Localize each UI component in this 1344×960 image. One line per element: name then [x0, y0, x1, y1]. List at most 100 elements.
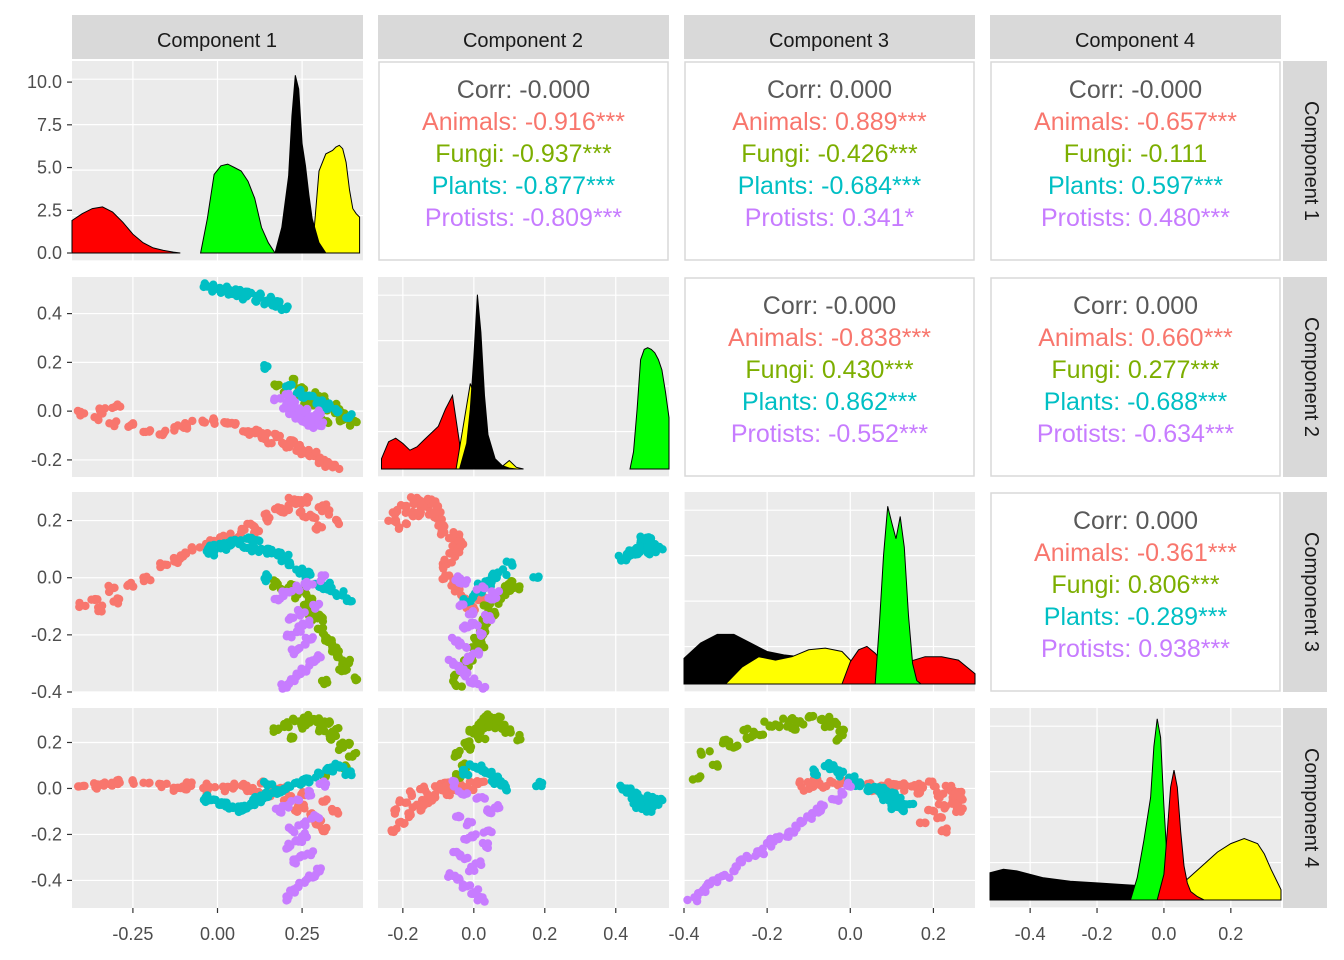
point-protists [300, 829, 309, 838]
correlation-panel-box [990, 61, 1281, 261]
panel-r1-c4: Corr: -0.000 Animals: -0.657*** Fungi: -0.… [990, 61, 1281, 261]
point-animals [803, 778, 812, 787]
x-tick-label: 0.2 [532, 924, 557, 944]
point-protists [816, 800, 826, 809]
point-animals [417, 497, 426, 506]
strip-top-background [72, 15, 363, 59]
point-animals [884, 778, 893, 787]
correlation-panel-box [684, 61, 975, 261]
x-tick-label: -0.4 [668, 924, 699, 944]
point-animals [447, 558, 456, 567]
point-protists [304, 791, 313, 800]
point-animals [124, 422, 133, 431]
point-fungi [705, 747, 714, 756]
right-strip-labels: Component 1 Component 2 Component 3 Comp… [1283, 61, 1327, 908]
x-tick-label: 0.2 [921, 924, 946, 944]
point-protists [289, 858, 298, 867]
point-protists [291, 673, 300, 682]
point-protists [314, 409, 323, 418]
corr-label-corr: Corr: -0.000 [763, 292, 896, 320]
point-protists [316, 653, 325, 662]
point-plants [281, 305, 291, 314]
point-animals [414, 508, 423, 517]
point-plants [260, 364, 270, 373]
point-animals [795, 777, 805, 786]
point-animals [76, 407, 85, 417]
point-fungi [475, 719, 485, 728]
point-protists [483, 843, 492, 853]
y-tick-label: 5.0 [37, 158, 62, 178]
point-animals [440, 555, 449, 564]
point-plants [260, 574, 269, 583]
panel-r4-c2 [378, 708, 669, 908]
point-plants [322, 765, 331, 774]
point-protists [284, 803, 293, 812]
point-animals [317, 507, 327, 516]
point-animals [124, 580, 133, 589]
point-animals [162, 560, 172, 570]
y-tick-label: 0.2 [37, 732, 62, 752]
point-fungi [474, 732, 483, 741]
panel-r3-c1 [72, 492, 363, 693]
y-tick-label: 2.5 [37, 200, 62, 220]
point-animals [200, 418, 210, 427]
y-tick-label: 0.0 [37, 401, 62, 421]
point-fungi [746, 732, 756, 742]
x-tick-label: -0.2 [387, 924, 418, 944]
point-protists [287, 403, 296, 412]
density-protists [458, 294, 517, 470]
point-animals [409, 498, 418, 507]
point-animals [402, 798, 412, 807]
point-plants [335, 761, 344, 770]
point-protists [483, 806, 492, 816]
point-plants [828, 764, 837, 773]
point-fungi [301, 721, 311, 730]
point-fungi [491, 714, 501, 723]
point-protists [461, 579, 470, 588]
point-animals [937, 813, 946, 822]
x-tick-label: 0.4 [603, 924, 628, 944]
point-fungi [758, 730, 768, 739]
correlation-panel-box [990, 277, 1281, 477]
point-animals [275, 506, 284, 515]
strip-top-background [378, 15, 669, 59]
point-plants [298, 775, 307, 785]
corr-label-protists: Protists: 0.938*** [1041, 635, 1230, 663]
point-plants [502, 557, 511, 566]
point-fungi [318, 617, 328, 626]
point-animals [99, 781, 109, 790]
point-protists [729, 866, 738, 876]
density-animals [71, 206, 181, 254]
point-animals [230, 782, 239, 791]
x-tick-label: -0.4 [1015, 924, 1046, 944]
corr-label-protists: Protists: -0.552*** [731, 420, 929, 448]
point-plants [347, 597, 356, 606]
point-protists [473, 896, 482, 905]
point-animals [419, 801, 429, 810]
point-protists [282, 896, 291, 905]
point-protists [283, 630, 292, 639]
point-animals [305, 452, 314, 461]
point-fungi [515, 735, 525, 744]
point-animals [291, 499, 300, 509]
point-animals [105, 419, 114, 428]
point-animals [208, 416, 218, 425]
point-animals [156, 562, 165, 572]
strip-right-component-4: Component 4 [1300, 748, 1322, 868]
point-animals [308, 512, 318, 521]
x-tick-label: 0.25 [285, 924, 320, 944]
corr-label-animals: Animals: 0.889*** [732, 108, 927, 136]
point-plants [217, 798, 226, 807]
panel-r3-c3 [683, 492, 976, 693]
point-animals [401, 508, 410, 517]
point-fungi [462, 742, 472, 751]
point-protists [279, 592, 288, 601]
correlation-panel-box [990, 492, 1281, 692]
point-fungi [782, 722, 792, 731]
point-protists [491, 593, 500, 602]
point-animals [320, 827, 329, 836]
point-plants [325, 401, 334, 410]
point-fungi [791, 716, 801, 726]
corr-label-corr: Corr: 0.000 [1073, 507, 1198, 535]
point-animals [445, 791, 454, 800]
